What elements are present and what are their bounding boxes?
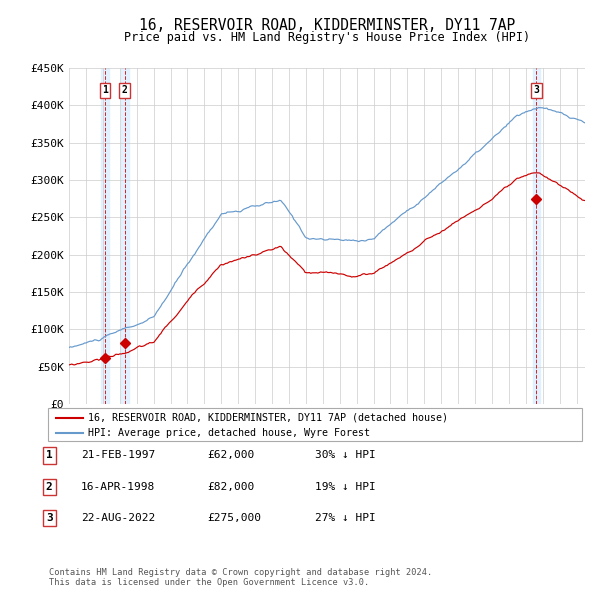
Bar xyxy=(121,68,128,404)
Text: £62,000: £62,000 xyxy=(207,451,254,460)
Text: 2: 2 xyxy=(46,482,53,491)
Bar xyxy=(533,68,540,404)
Text: 1: 1 xyxy=(46,451,53,460)
Text: 16-APR-1998: 16-APR-1998 xyxy=(81,482,155,491)
Text: 21-FEB-1997: 21-FEB-1997 xyxy=(81,451,155,460)
Text: HPI: Average price, detached house, Wyre Forest: HPI: Average price, detached house, Wyre… xyxy=(88,428,370,438)
Text: 27% ↓ HPI: 27% ↓ HPI xyxy=(315,513,376,523)
Text: 30% ↓ HPI: 30% ↓ HPI xyxy=(315,451,376,460)
Text: 1: 1 xyxy=(102,86,108,95)
Text: £82,000: £82,000 xyxy=(207,482,254,491)
Text: 16, RESERVOIR ROAD, KIDDERMINSTER, DY11 7AP (detached house): 16, RESERVOIR ROAD, KIDDERMINSTER, DY11 … xyxy=(88,412,448,422)
Text: 3: 3 xyxy=(46,513,53,523)
Text: Price paid vs. HM Land Registry's House Price Index (HPI): Price paid vs. HM Land Registry's House … xyxy=(124,31,530,44)
Text: 2: 2 xyxy=(122,86,128,95)
Text: Contains HM Land Registry data © Crown copyright and database right 2024.
This d: Contains HM Land Registry data © Crown c… xyxy=(49,568,433,587)
Text: £275,000: £275,000 xyxy=(207,513,261,523)
Text: 19% ↓ HPI: 19% ↓ HPI xyxy=(315,482,376,491)
Bar xyxy=(101,68,109,404)
Text: 3: 3 xyxy=(533,86,539,95)
FancyBboxPatch shape xyxy=(48,408,582,441)
Text: 16, RESERVOIR ROAD, KIDDERMINSTER, DY11 7AP: 16, RESERVOIR ROAD, KIDDERMINSTER, DY11 … xyxy=(139,18,515,32)
Text: 22-AUG-2022: 22-AUG-2022 xyxy=(81,513,155,523)
